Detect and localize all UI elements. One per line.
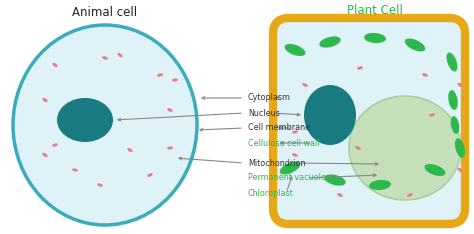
Ellipse shape [457,168,463,172]
Text: Cell membrane: Cell membrane [248,124,310,132]
Text: Cellulose cell wall: Cellulose cell wall [248,139,319,147]
Ellipse shape [167,108,173,112]
Ellipse shape [167,146,173,150]
Ellipse shape [118,53,122,57]
Ellipse shape [304,85,356,145]
Text: Nucleus: Nucleus [248,109,280,117]
Ellipse shape [292,153,298,157]
Ellipse shape [43,98,47,102]
Ellipse shape [349,96,461,200]
Text: Cytoplasm: Cytoplasm [248,94,291,102]
Ellipse shape [337,193,343,197]
Text: Plant Cell: Plant Cell [347,4,403,18]
Ellipse shape [57,98,113,142]
Ellipse shape [172,78,178,81]
FancyBboxPatch shape [273,18,465,224]
Text: Animal cell: Animal cell [73,6,137,18]
Ellipse shape [405,39,425,51]
Ellipse shape [53,63,58,67]
Ellipse shape [425,164,446,176]
Ellipse shape [102,56,108,60]
Ellipse shape [97,183,103,187]
Ellipse shape [455,138,465,158]
Ellipse shape [447,52,457,72]
Ellipse shape [292,130,298,134]
Text: Mitochondrion: Mitochondrion [248,158,306,168]
Ellipse shape [280,161,300,175]
Ellipse shape [319,37,341,48]
Ellipse shape [429,113,435,117]
Ellipse shape [128,148,133,152]
Ellipse shape [302,83,308,87]
Ellipse shape [13,25,197,225]
Ellipse shape [355,146,361,150]
Ellipse shape [147,173,153,177]
Ellipse shape [52,143,58,147]
Ellipse shape [448,90,458,110]
Ellipse shape [451,116,459,134]
Ellipse shape [357,66,363,70]
Ellipse shape [284,44,305,56]
Ellipse shape [364,33,386,43]
Text: Chloroplast: Chloroplast [248,189,294,197]
Ellipse shape [422,73,428,77]
Text: Permanent vacuole: Permanent vacuole [248,173,326,183]
Ellipse shape [157,73,163,77]
Ellipse shape [407,193,413,197]
Ellipse shape [324,174,346,186]
Ellipse shape [72,168,78,172]
Ellipse shape [369,180,391,190]
Ellipse shape [42,153,47,157]
Ellipse shape [457,83,463,87]
